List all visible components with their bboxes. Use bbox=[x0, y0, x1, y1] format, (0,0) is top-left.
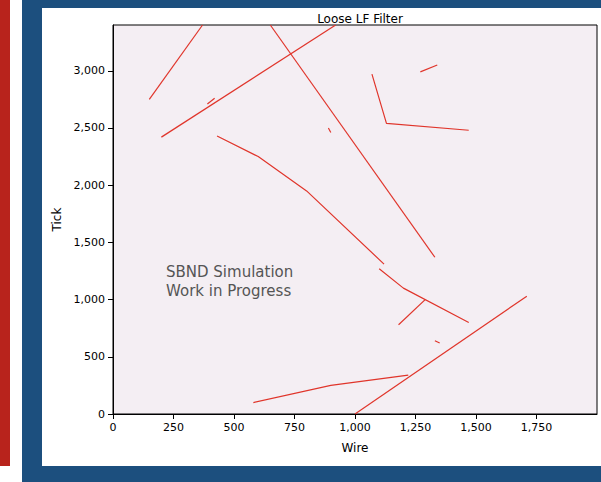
svg-text:1,000: 1,000 bbox=[74, 293, 106, 306]
svg-text:1,500: 1,500 bbox=[74, 236, 106, 249]
svg-text:2,500: 2,500 bbox=[74, 121, 106, 134]
svg-text:0: 0 bbox=[110, 421, 117, 434]
svg-text:Loose LF Filter: Loose LF Filter bbox=[317, 12, 403, 26]
svg-text:500: 500 bbox=[84, 350, 105, 363]
svg-text:750: 750 bbox=[284, 421, 305, 434]
svg-text:1,750: 1,750 bbox=[521, 421, 553, 434]
svg-text:500: 500 bbox=[224, 421, 245, 434]
svg-text:250: 250 bbox=[163, 421, 184, 434]
svg-text:2,000: 2,000 bbox=[74, 179, 106, 192]
svg-text:SBND Simulation: SBND Simulation bbox=[166, 263, 293, 281]
svg-text:3,000: 3,000 bbox=[74, 64, 106, 77]
svg-text:Wire: Wire bbox=[342, 441, 369, 455]
svg-text:1,500: 1,500 bbox=[460, 421, 492, 434]
svg-text:1,000: 1,000 bbox=[339, 421, 371, 434]
svg-text:1,250: 1,250 bbox=[400, 421, 432, 434]
svg-text:0: 0 bbox=[98, 408, 105, 421]
svg-text:Work in Progress: Work in Progress bbox=[166, 282, 291, 300]
svg-text:Tick: Tick bbox=[50, 208, 64, 233]
